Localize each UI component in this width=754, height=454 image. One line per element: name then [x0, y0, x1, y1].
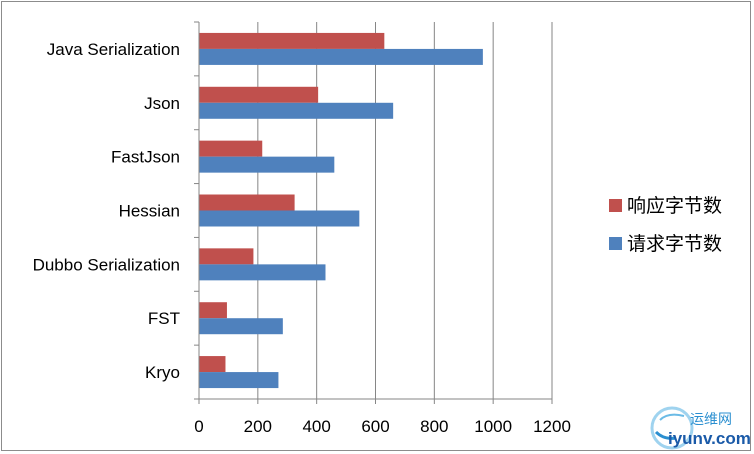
grid-lines: [257, 22, 553, 399]
x-tick-label-5: 1000: [474, 417, 512, 436]
x-tick-labels: 0 200 400 600 800 1000 1200: [194, 399, 571, 436]
x-tick-label-6: 1200: [533, 417, 571, 436]
watermark-text-en: iyunv.com: [668, 429, 751, 448]
watermark-logo-icon: [650, 406, 694, 450]
bar-response-4: [199, 248, 254, 265]
watermark-text-cn: 运维网: [690, 412, 732, 428]
category-label-4: Dubbo Serialization: [33, 255, 180, 274]
category-label-2: FastJson: [111, 148, 180, 167]
bar-response-5: [199, 302, 227, 319]
bar-response-3: [199, 194, 295, 211]
bar-request-1: [199, 102, 394, 119]
bar-response-6: [199, 356, 226, 373]
legend-swatch-1: [609, 237, 622, 250]
bar-request-6: [199, 372, 279, 389]
watermark: 运维网 iyunv.com: [650, 406, 751, 450]
category-labels: Java Serialization Json FastJson Hessian Dub…: [33, 40, 180, 382]
x-tick-label-2: 400: [302, 417, 330, 436]
x-tick-label-3: 600: [361, 417, 389, 436]
bar-request-5: [199, 318, 283, 335]
bar-request-3: [199, 210, 360, 227]
bar-request-2: [199, 156, 335, 173]
category-label-6: Kryo: [145, 363, 180, 382]
x-tick-label-4: 800: [420, 417, 448, 436]
category-label-1: Json: [144, 94, 180, 113]
bar-response-0: [199, 32, 385, 49]
category-label-5: FST: [148, 309, 180, 328]
legend-swatch-0: [609, 199, 622, 212]
bar-request-0: [199, 48, 483, 65]
bar-response-2: [199, 140, 263, 157]
x-tick-label-1: 200: [244, 417, 272, 436]
category-label-0: Java Serialization: [47, 40, 180, 59]
legend-label-1: 请求字节数: [627, 233, 722, 255]
bars: [199, 32, 483, 389]
bar-response-1: [199, 86, 319, 103]
legend-label-0: 响应字节数: [627, 195, 722, 217]
category-label-3: Hessian: [119, 202, 180, 221]
x-tick-label-0: 0: [194, 417, 203, 436]
bar-request-4: [199, 264, 326, 281]
